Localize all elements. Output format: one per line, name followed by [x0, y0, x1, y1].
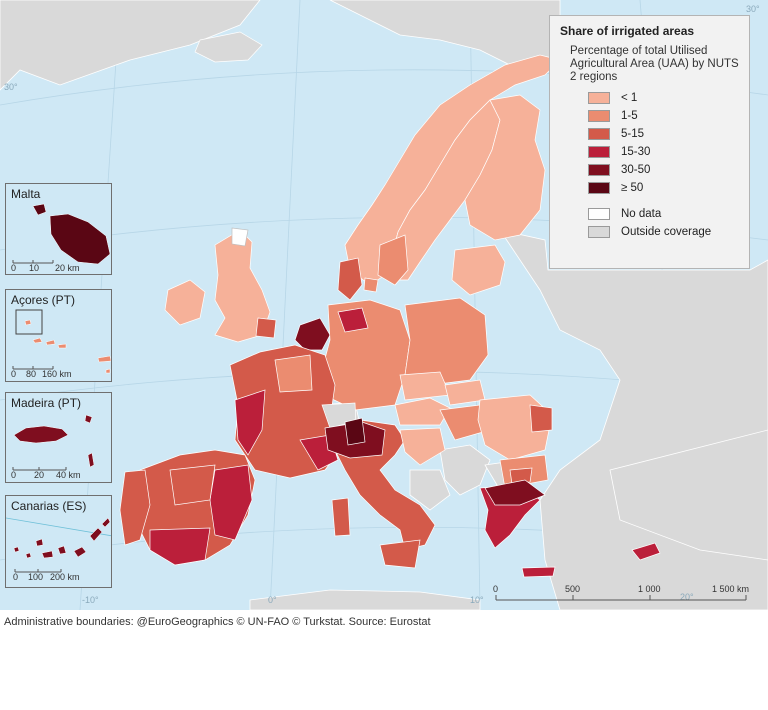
scale-tick-label: 1 500 km: [712, 584, 749, 594]
legend-swatch: [588, 146, 610, 158]
nuts2-regions: [119, 31, 661, 578]
legend-swatch: [588, 164, 610, 176]
legend-item: 30-50: [588, 162, 739, 178]
svg-text:200 km: 200 km: [50, 572, 80, 582]
svg-text:160 km: 160 km: [42, 369, 72, 379]
graticule-labels: -10° 0° 10° 20° 30° 30°: [4, 4, 760, 605]
legend-swatch: [588, 128, 610, 140]
svg-text:20°: 20°: [680, 592, 694, 602]
inset-acores: 0 80 160 km Açores (PT): [5, 289, 112, 382]
svg-text:10°: 10°: [470, 595, 484, 605]
scale-tick-label: 0: [493, 584, 498, 594]
europe-map: -10° 0° 10° 20° 30° 30° 0 500 1 000 1 50…: [0, 0, 768, 610]
svg-text:30°: 30°: [4, 82, 18, 92]
legend-swatch: [588, 226, 610, 238]
map-legend: Share of irrigated areas Percentage of t…: [549, 15, 750, 269]
svg-text:0°: 0°: [268, 595, 277, 605]
inset-madeira: 0 20 40 km Madeira (PT): [5, 392, 112, 483]
legend-item: ≥ 50: [588, 180, 739, 196]
svg-text:20: 20: [34, 470, 44, 480]
legend-swatch: [588, 182, 610, 194]
legend-subtitle: Percentage of total Utilised Agricultura…: [570, 45, 739, 83]
legend-swatch: [588, 110, 610, 122]
inset-title: Canarias (ES): [11, 499, 87, 513]
svg-text:80: 80: [26, 369, 36, 379]
svg-text:0: 0: [11, 369, 16, 379]
svg-text:100: 100: [28, 572, 43, 582]
legend-item: 15-30: [588, 144, 739, 160]
inset-malta: 0 10 20 km Malta: [5, 183, 112, 275]
svg-text:0: 0: [11, 263, 16, 273]
source-footnote: Administrative boundaries: @EuroGeograph…: [4, 616, 431, 628]
inset-title: Malta: [11, 187, 41, 201]
legend-swatch: [588, 208, 610, 220]
scale-bar: 0 500 1 000 1 500 km: [493, 584, 749, 601]
legend-item: 1-5: [588, 108, 739, 124]
scale-tick-label: 1 000: [638, 584, 661, 594]
svg-text:-10°: -10°: [82, 595, 99, 605]
scale-tick-label: 500: [565, 584, 580, 594]
legend-item: < 1: [588, 90, 739, 106]
legend-swatch: [588, 92, 610, 104]
legend-item: 5-15: [588, 126, 739, 142]
legend-title: Share of irrigated areas: [560, 24, 695, 38]
map-area: -10° 0° 10° 20° 30° 30° 0 500 1 000 1 50…: [0, 0, 768, 610]
legend-item-no-data: No data: [588, 206, 739, 222]
svg-text:10: 10: [29, 263, 39, 273]
outside-coverage-land: [0, 0, 768, 610]
svg-text:0: 0: [13, 572, 18, 582]
svg-text:20 km: 20 km: [55, 263, 80, 273]
inset-canarias: 0 100 200 km Canarias (ES): [5, 495, 112, 588]
svg-text:0: 0: [11, 470, 16, 480]
inset-title: Madeira (PT): [11, 396, 82, 410]
svg-text:40 km: 40 km: [56, 470, 81, 480]
legend-item-outside-coverage: Outside coverage: [588, 224, 739, 240]
inset-title: Açores (PT): [11, 293, 76, 307]
svg-text:30°: 30°: [746, 4, 760, 14]
